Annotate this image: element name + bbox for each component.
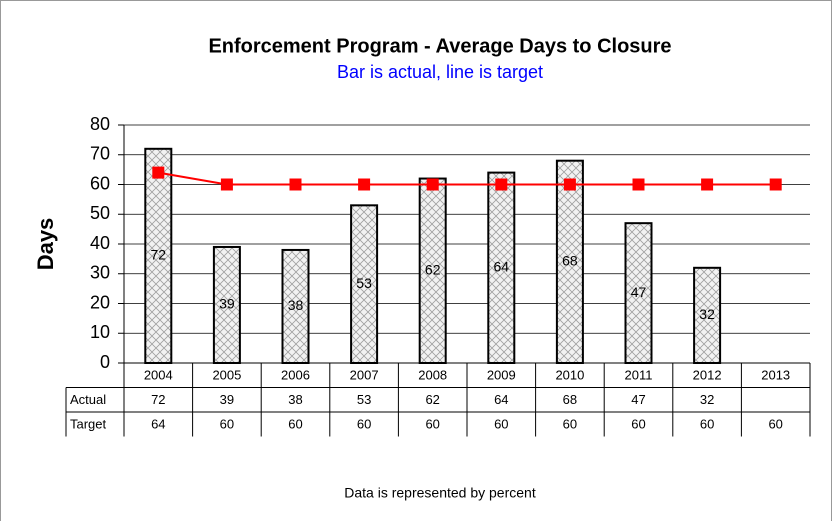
table-value: 60 <box>288 417 302 432</box>
table-value: 60 <box>700 417 714 432</box>
bar <box>350 204 379 364</box>
table-value: 60 <box>631 417 645 432</box>
data-label: 62 <box>425 261 441 277</box>
table-value: 38 <box>288 392 302 407</box>
table-value: 60 <box>425 417 439 432</box>
marker <box>632 178 645 191</box>
marker <box>769 178 782 191</box>
footnote: Data is represented by percent <box>344 485 536 501</box>
y-tick-label: 30 <box>90 263 110 283</box>
x-tick-label: 2006 <box>281 368 310 383</box>
data-label: 64 <box>494 259 510 275</box>
y-tick-label: 40 <box>90 233 110 253</box>
bar <box>144 147 173 364</box>
y-tick-label: 50 <box>90 203 110 223</box>
x-tick-label: 2011 <box>625 368 653 383</box>
data-label: 39 <box>219 296 235 312</box>
table-value: 68 <box>563 392 577 407</box>
marker <box>358 178 371 191</box>
marker <box>289 178 302 191</box>
marker <box>701 178 714 191</box>
x-tick-label: 2008 <box>418 368 447 383</box>
y-tick-label: 0 <box>100 352 110 372</box>
table-value: 64 <box>151 417 165 432</box>
table-value: 60 <box>357 417 371 432</box>
table-value: 60 <box>768 417 782 432</box>
bar <box>693 266 722 364</box>
x-tick-label: 2007 <box>350 368 379 383</box>
table-value: 62 <box>425 392 439 407</box>
x-tick-label: 2005 <box>212 368 241 383</box>
marker <box>152 166 165 179</box>
target-line <box>158 171 776 186</box>
table-value: 72 <box>151 392 165 407</box>
table-value: 60 <box>220 417 234 432</box>
bar <box>281 248 310 364</box>
x-tick-label: 2010 <box>555 368 584 383</box>
table-value: 60 <box>494 417 508 432</box>
bar <box>624 222 653 364</box>
data-label: 68 <box>562 253 578 269</box>
x-tick-label: 2009 <box>487 368 516 383</box>
chart-subtitle: Bar is actual, line is target <box>337 62 543 82</box>
table-value: 53 <box>357 392 371 407</box>
y-tick-label: 10 <box>90 322 110 342</box>
y-tick-label: 70 <box>90 144 110 164</box>
table-value: 39 <box>220 392 234 407</box>
table-value: 32 <box>700 392 714 407</box>
data-label: 38 <box>288 297 304 313</box>
chart-title: Enforcement Program - Average Days to Cl… <box>208 35 671 57</box>
y-tick-label: 80 <box>90 114 110 134</box>
y-tick-label: 60 <box>90 173 110 193</box>
bar <box>212 245 241 365</box>
x-tick-label: 2012 <box>693 368 722 383</box>
table-value: 47 <box>631 392 645 407</box>
marker <box>220 178 233 191</box>
data-label: 72 <box>151 247 167 263</box>
data-label: 53 <box>356 275 372 291</box>
marker <box>495 178 508 191</box>
marker <box>426 178 439 191</box>
data-label: 32 <box>699 306 715 322</box>
marker <box>563 178 576 191</box>
y-tick-label: 20 <box>90 292 110 312</box>
y-axis-label: Days <box>33 218 58 271</box>
bar <box>418 177 447 364</box>
data-label: 47 <box>631 284 647 300</box>
table-value: 64 <box>494 392 508 407</box>
table-value: 60 <box>563 417 577 432</box>
bar <box>555 159 584 364</box>
x-tick-label: 2013 <box>761 368 790 383</box>
legend-label: Actual <box>70 392 106 407</box>
x-tick-label: 2004 <box>144 368 173 383</box>
legend-label: Target <box>70 417 107 432</box>
bar <box>487 171 516 364</box>
